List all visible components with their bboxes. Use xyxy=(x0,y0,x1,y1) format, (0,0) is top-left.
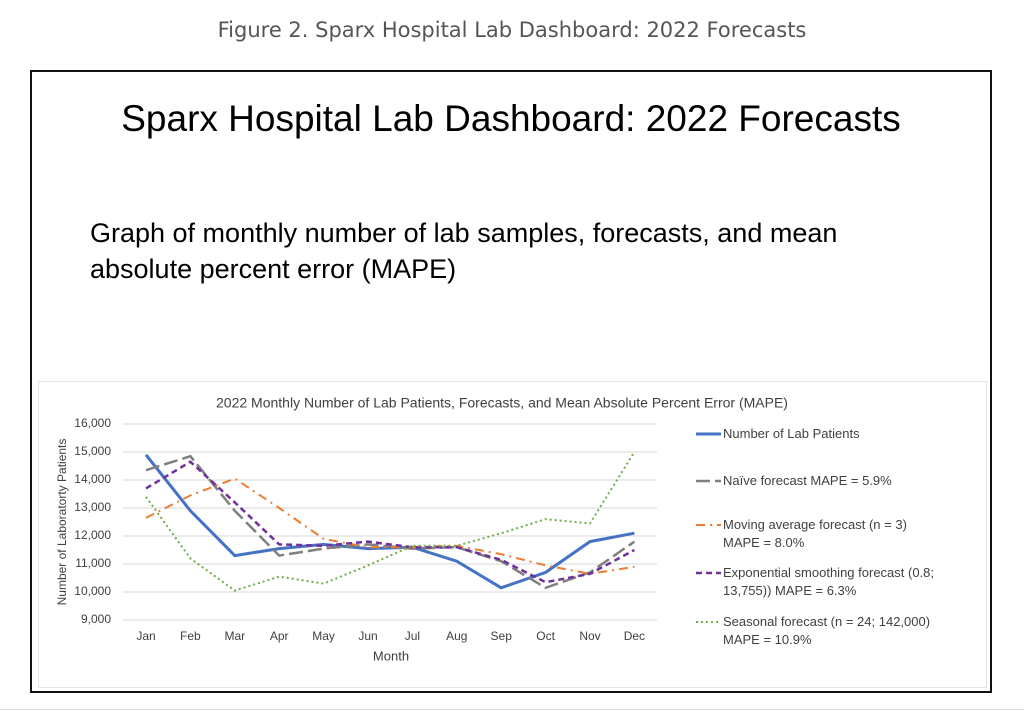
x-tick-label: Apr xyxy=(270,629,289,643)
y-tick-label: 16,000 xyxy=(74,416,111,430)
y-tick-label: 11,000 xyxy=(75,556,111,570)
y-tick-label: 15,000 xyxy=(74,444,111,458)
x-tick-label: Feb xyxy=(180,629,201,643)
x-tick-label: Jul xyxy=(405,629,420,643)
legend-entry: Moving average forecast (n = 3) MAPE = 8… xyxy=(723,517,907,550)
chart-title: 2022 Monthly Number of Lab Patients, For… xyxy=(216,395,788,411)
dashboard-title: Sparx Hospital Lab Dashboard: 2022 Forec… xyxy=(121,98,901,139)
legend-entry: Exponential smoothing forecast (0.8; 13,… xyxy=(723,565,935,598)
series-line xyxy=(145,477,635,575)
x-tick-label: Jan xyxy=(136,629,155,643)
y-tick-label: 13,000 xyxy=(74,500,111,514)
y-tick-label: 14,000 xyxy=(74,472,111,486)
dashboard-panel: Sparx Hospital Lab Dashboard: 2022 Forec… xyxy=(30,70,992,693)
y-tick-label: 9,000 xyxy=(81,612,111,626)
series-line xyxy=(145,460,635,584)
y-axis-label: Number of Laboratorty Patients xyxy=(55,439,69,606)
legend-entry: Seasonal forecast (n = 24; 142,000) MAPE… xyxy=(723,614,931,647)
chart-area: 2022 Monthly Number of Lab Patients, For… xyxy=(38,381,987,688)
dashboard-subtitle: Graph of monthly number of lab samples, … xyxy=(90,218,838,284)
figure-caption: Figure 2. Sparx Hospital Lab Dashboard: … xyxy=(217,18,807,42)
x-tick-label: May xyxy=(312,629,335,643)
y-tick-label: 10,000 xyxy=(74,584,111,598)
x-tick-label: Mar xyxy=(224,629,245,643)
x-tick-label: Dec xyxy=(624,629,645,643)
y-tick-label: 12,000 xyxy=(74,528,111,542)
series-line xyxy=(144,453,635,590)
x-tick-label: Sep xyxy=(491,629,513,643)
series-line xyxy=(145,451,636,592)
x-tick-label: Nov xyxy=(579,629,600,643)
legend-entry: Naïve forecast MAPE = 5.9% xyxy=(723,473,892,488)
x-tick-label: Oct xyxy=(536,629,555,643)
x-tick-label: Jun xyxy=(358,629,377,643)
x-tick-label: Aug xyxy=(446,629,467,643)
series-line xyxy=(145,454,636,590)
legend-entry: Number of Lab Patients xyxy=(723,426,860,441)
divider xyxy=(0,709,1024,710)
chart: 2022 Monthly Number of Lab Patients, For… xyxy=(55,395,788,664)
x-axis-label: Month xyxy=(373,648,409,663)
